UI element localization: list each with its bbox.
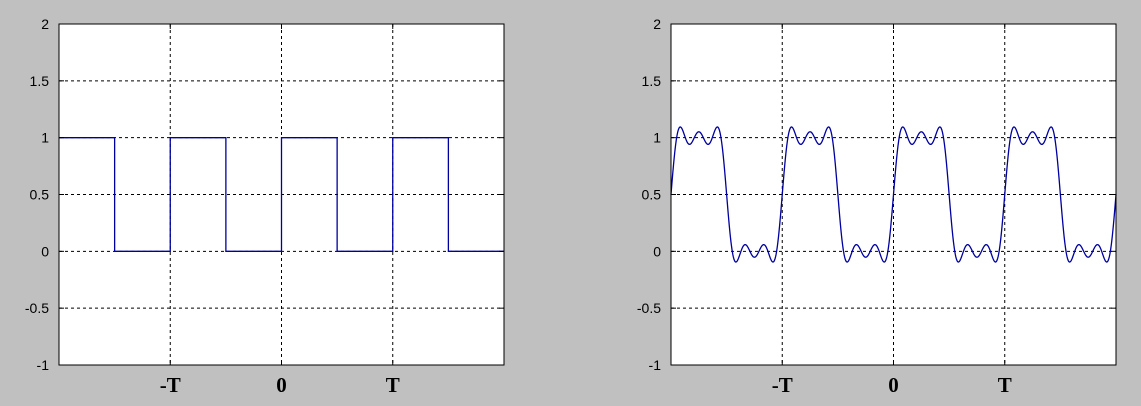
x-tick-label: T bbox=[386, 373, 400, 397]
x-tick-label: -T bbox=[772, 373, 793, 397]
y-tick-label: -1 bbox=[37, 357, 50, 373]
series-line bbox=[670, 126, 1117, 263]
y-tick-label: 1 bbox=[41, 130, 49, 146]
y-tick-label: 0.5 bbox=[30, 187, 50, 203]
y-tick-label: -0.5 bbox=[25, 300, 49, 316]
x-tick-label: -T bbox=[160, 373, 181, 397]
y-tick-label: -0.5 bbox=[637, 300, 661, 316]
y-tick-label: 0 bbox=[41, 243, 49, 259]
y-tick-label: 1.5 bbox=[30, 73, 50, 89]
y-tick-label: 1 bbox=[653, 130, 661, 146]
y-tick-label: 2 bbox=[653, 16, 661, 32]
series-line bbox=[59, 137, 504, 252]
y-tick-label: 0.5 bbox=[642, 187, 662, 203]
x-tick-label: 0 bbox=[276, 373, 287, 397]
y-tick-label: 1.5 bbox=[642, 73, 662, 89]
y-tick-label: 0 bbox=[653, 243, 661, 259]
left-axes: -1 -0.5 0 0.5 1 1.5 2 -T 0 T bbox=[25, 16, 505, 397]
right-axes: -1 -0.5 0 0.5 1 1.5 2 -T 0 T bbox=[637, 16, 1117, 397]
x-tick-label: T bbox=[998, 373, 1012, 397]
y-tick-label: -1 bbox=[649, 357, 662, 373]
x-tick-label: 0 bbox=[888, 373, 899, 397]
y-tick-label: 2 bbox=[41, 16, 49, 32]
